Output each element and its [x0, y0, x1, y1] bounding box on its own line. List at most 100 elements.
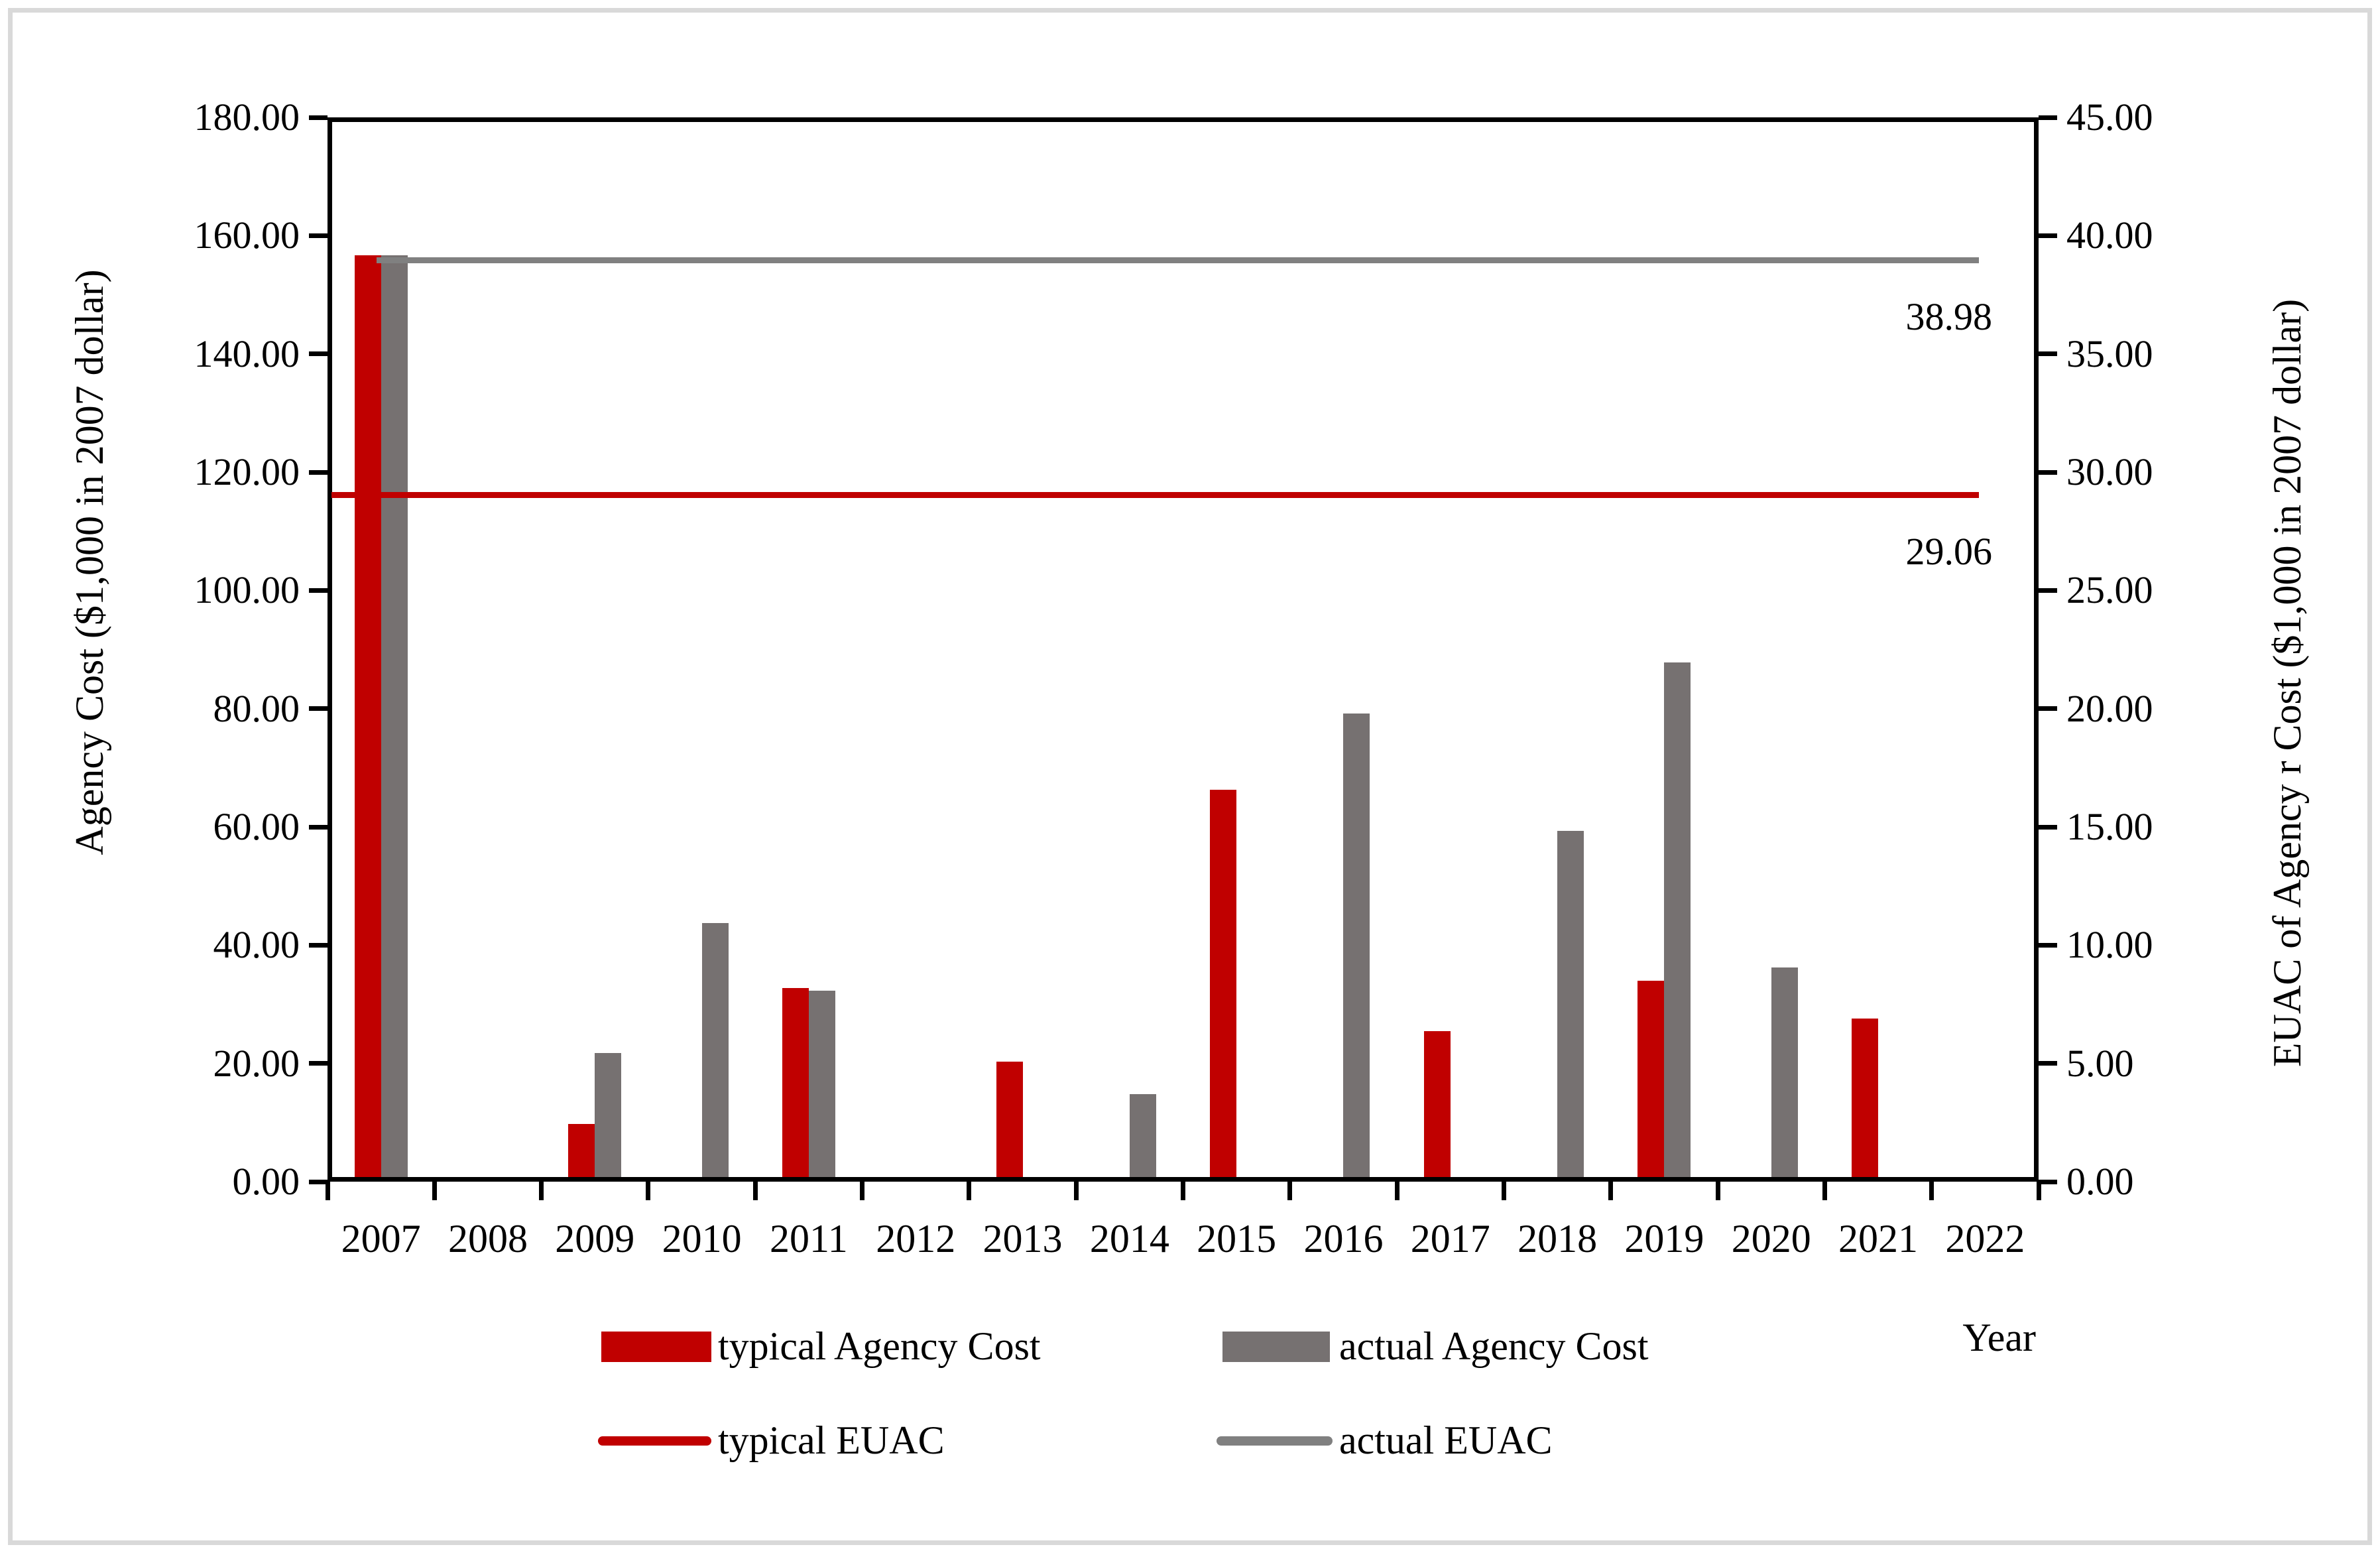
x-axis-tick-label: 2021: [1838, 1217, 1919, 1261]
x-axis-tick: [1822, 1182, 1827, 1200]
x-axis-tick: [1287, 1182, 1293, 1200]
right-axis-tick-label: 5.00: [2066, 1041, 2134, 1085]
left-axis-tick-label: 0.00: [232, 1160, 300, 1203]
left-axis-tick: [309, 115, 327, 120]
x-axis-tick-label: 2011: [770, 1217, 848, 1261]
x-axis-tick-label: 2017: [1410, 1217, 1490, 1261]
legend-label-typical-euac: typical EUAC: [718, 1418, 945, 1462]
right-axis-tick: [2039, 588, 2057, 593]
x-axis-tick: [646, 1182, 651, 1200]
left-axis-tick: [309, 824, 327, 830]
right-axis-tick: [2039, 706, 2057, 712]
right-axis-tick: [2039, 469, 2057, 475]
x-axis-tick: [1501, 1182, 1506, 1200]
left-axis-tick: [309, 1061, 327, 1066]
bar-typical-2021: [1852, 1019, 1879, 1177]
bar-actual-2018: [1557, 831, 1584, 1177]
right-axis-tick: [2039, 115, 2057, 120]
line-typical-euac: [331, 491, 1979, 498]
x-axis-title: Year: [1962, 1316, 2036, 1359]
right-axis-tick-label: 25.00: [2066, 568, 2153, 612]
left-axis-tick-label: 120.00: [194, 450, 300, 493]
right-axis-tick-label: 40.00: [2066, 214, 2153, 257]
x-axis-tick-label: 2015: [1197, 1217, 1277, 1261]
legend-swatch-typical-euac: [598, 1436, 711, 1446]
x-axis-tick-label: 2013: [982, 1217, 1063, 1261]
x-axis-tick-label: 2019: [1624, 1217, 1704, 1261]
right-axis-tick-label: 20.00: [2066, 686, 2153, 730]
actual-euac-value-label: 38.98: [1905, 294, 1993, 338]
left-axis-tick: [309, 469, 327, 475]
left-axis-tick-label: 100.00: [194, 568, 300, 612]
bar-typical-2007: [354, 255, 381, 1177]
legend-swatch-typical-agency-cost: [601, 1332, 711, 1362]
bar-typical-2009: [568, 1123, 595, 1177]
legend-label-actual-agency-cost: actual Agency Cost: [1339, 1324, 1649, 1368]
right-axis-tick: [2039, 942, 2057, 948]
bar-typical-2017: [1423, 1030, 1451, 1177]
right-axis-title: EUAC of Agency r Cost ($1,000 in 2007 do…: [2265, 298, 2309, 1068]
x-axis-tick-label: 2022: [1945, 1217, 2025, 1261]
x-axis-tick: [1929, 1182, 1934, 1200]
x-axis-tick-label: 2010: [662, 1217, 742, 1261]
bar-typical-2019: [1637, 980, 1665, 1177]
right-axis-tick-label: 10.00: [2066, 923, 2153, 967]
right-axis-tick-label: 0.00: [2066, 1160, 2134, 1203]
x-axis-tick: [1608, 1182, 1614, 1200]
bar-actual-2010: [701, 922, 729, 1177]
x-axis-tick: [1073, 1182, 1079, 1200]
left-axis-tick-label: 60.00: [213, 805, 300, 848]
x-axis-tick: [752, 1182, 758, 1200]
line-actual-euac: [377, 257, 1979, 263]
bar-actual-2019: [1664, 662, 1691, 1177]
x-axis-tick: [539, 1182, 544, 1200]
left-axis-tick-label: 180.00: [194, 95, 300, 139]
left-axis-tick-label: 160.00: [194, 214, 300, 257]
x-axis-tick: [1715, 1182, 1720, 1200]
bar-actual-2007: [381, 255, 408, 1177]
x-axis-tick-label: 2008: [447, 1217, 528, 1261]
bar-actual-2011: [808, 991, 835, 1177]
x-axis-tick: [1181, 1182, 1185, 1200]
x-axis-tick: [432, 1182, 437, 1200]
legend-label-actual-euac: actual EUAC: [1339, 1418, 1553, 1462]
x-axis-tick-label: 2020: [1731, 1217, 1811, 1261]
x-axis-tick-label: 2014: [1089, 1217, 1169, 1261]
left-axis-tick: [309, 588, 327, 593]
typical-euac-value-label: 29.06: [1905, 529, 1993, 573]
right-axis-tick: [2039, 824, 2057, 830]
figure-border: [8, 8, 2372, 1545]
left-axis-tick: [309, 1179, 327, 1184]
right-axis-tick-label: 30.00: [2066, 450, 2153, 493]
right-axis-tick: [2039, 1061, 2057, 1066]
bar-actual-2009: [595, 1052, 622, 1177]
left-axis-tick-label: 20.00: [213, 1041, 300, 1085]
bar-actual-2014: [1129, 1094, 1156, 1177]
x-axis-tick: [2036, 1182, 2041, 1200]
left-axis-tick-label: 80.00: [213, 686, 300, 730]
right-axis-tick: [2039, 233, 2057, 238]
x-axis-tick-label: 2018: [1517, 1217, 1598, 1261]
bar-typical-2015: [1210, 789, 1237, 1177]
plot-area: [327, 117, 2039, 1182]
x-axis-tick: [325, 1182, 330, 1200]
x-axis-tick-label: 2016: [1303, 1217, 1384, 1261]
left-axis-tick: [309, 942, 327, 948]
right-axis-tick-label: 45.00: [2066, 95, 2153, 139]
left-axis-title: Agency Cost ($1,000 in 2007 dollar): [68, 269, 111, 855]
bar-actual-2020: [1771, 967, 1798, 1177]
x-axis-tick-label: 2012: [876, 1217, 956, 1261]
x-axis-tick-label: 2009: [555, 1217, 635, 1261]
x-axis-tick: [1394, 1182, 1399, 1200]
right-axis-tick: [2039, 1179, 2057, 1184]
bar-typical-2011: [782, 987, 809, 1177]
left-axis-tick: [309, 351, 327, 357]
left-axis-tick: [309, 706, 327, 712]
right-axis-tick: [2039, 351, 2057, 357]
bar-actual-2016: [1343, 713, 1370, 1177]
right-axis-tick-label: 15.00: [2066, 805, 2153, 848]
bar-typical-2013: [996, 1062, 1023, 1177]
legend-label-typical-agency-cost: typical Agency Cost: [718, 1324, 1041, 1368]
left-axis-tick: [309, 233, 327, 238]
